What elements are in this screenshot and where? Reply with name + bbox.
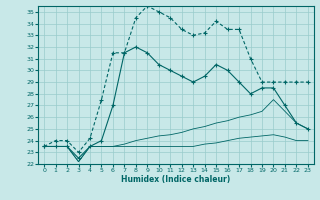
X-axis label: Humidex (Indice chaleur): Humidex (Indice chaleur) (121, 175, 231, 184)
